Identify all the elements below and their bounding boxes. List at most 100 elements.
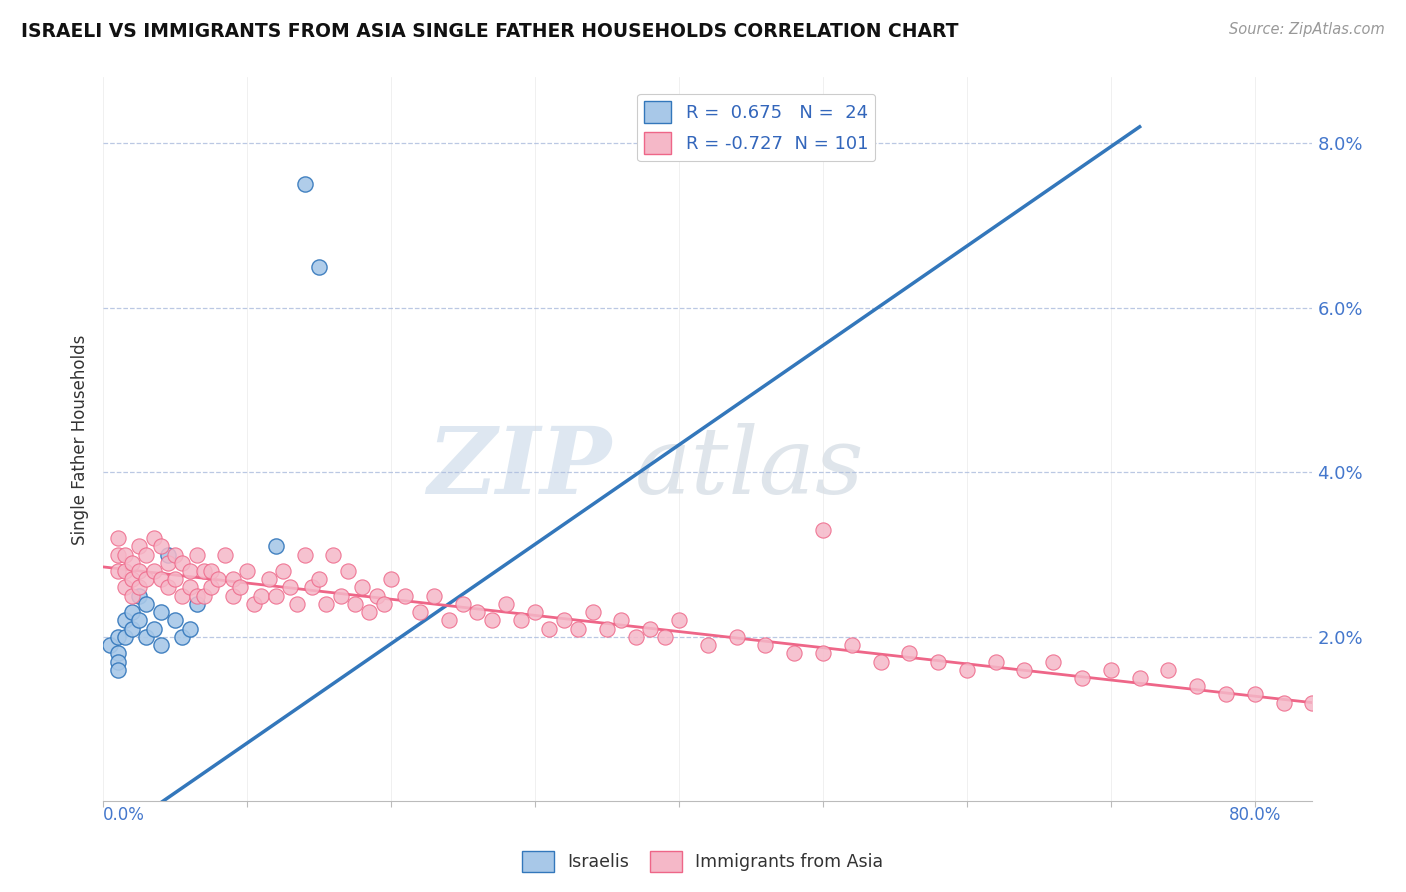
Point [236, 564, 259, 578]
Text: 0.0%: 0.0% [103, 805, 145, 823]
Point [114, 613, 136, 627]
Point [200, 564, 222, 578]
Point [344, 597, 367, 611]
Point [294, 178, 316, 192]
Point [149, 638, 172, 652]
Point [114, 630, 136, 644]
Point [179, 564, 201, 578]
Point [128, 589, 150, 603]
Point [107, 531, 129, 545]
Point [1099, 663, 1122, 677]
Point [467, 605, 489, 619]
Point [121, 589, 143, 603]
Point [811, 523, 834, 537]
Point [172, 556, 194, 570]
Text: Source: ZipAtlas.com: Source: ZipAtlas.com [1229, 22, 1385, 37]
Point [437, 613, 460, 627]
Point [165, 548, 187, 562]
Point [668, 613, 690, 627]
Point [1187, 679, 1209, 693]
Point [172, 589, 194, 603]
Point [149, 605, 172, 619]
Text: ISRAELI VS IMMIGRANTS FROM ASIA SINGLE FATHER HOUSEHOLDS CORRELATION CHART: ISRAELI VS IMMIGRANTS FROM ASIA SINGLE F… [21, 22, 959, 41]
Point [308, 260, 330, 274]
Point [1301, 696, 1323, 710]
Point [956, 663, 979, 677]
Point [142, 531, 165, 545]
Point [869, 655, 891, 669]
Point [264, 539, 287, 553]
Point [322, 548, 344, 562]
Point [696, 638, 718, 652]
Point [278, 581, 301, 595]
Point [172, 630, 194, 644]
Point [1157, 663, 1180, 677]
Text: ZIP: ZIP [427, 424, 612, 514]
Point [451, 597, 474, 611]
Point [221, 589, 243, 603]
Point [409, 605, 432, 619]
Point [128, 539, 150, 553]
Point [149, 539, 172, 553]
Point [538, 622, 561, 636]
Point [165, 572, 187, 586]
Point [186, 597, 208, 611]
Point [1129, 671, 1152, 685]
Point [121, 605, 143, 619]
Y-axis label: Single Father Households: Single Father Households [72, 334, 89, 545]
Point [811, 646, 834, 660]
Point [725, 630, 748, 644]
Point [149, 572, 172, 586]
Point [1071, 671, 1094, 685]
Point [336, 564, 359, 578]
Point [308, 572, 330, 586]
Text: 80.0%: 80.0% [1229, 805, 1281, 823]
Point [142, 564, 165, 578]
Text: atlas: atlas [636, 424, 865, 514]
Point [107, 548, 129, 562]
Point [156, 581, 179, 595]
Point [1272, 696, 1295, 710]
Point [294, 548, 316, 562]
Point [186, 548, 208, 562]
Point [114, 564, 136, 578]
Point [135, 630, 157, 644]
Point [654, 630, 676, 644]
Point [373, 597, 395, 611]
Legend: R =  0.675   N =  24, R = -0.727  N = 101: R = 0.675 N = 24, R = -0.727 N = 101 [637, 94, 876, 161]
Point [1243, 687, 1265, 701]
Point [135, 548, 157, 562]
Point [359, 605, 381, 619]
Point [495, 597, 517, 611]
Point [481, 613, 503, 627]
Point [114, 581, 136, 595]
Point [243, 597, 266, 611]
Point [156, 548, 179, 562]
Point [329, 589, 352, 603]
Point [135, 572, 157, 586]
Point [193, 589, 215, 603]
Point [423, 589, 446, 603]
Point [107, 663, 129, 677]
Point [841, 638, 863, 652]
Point [509, 613, 531, 627]
Point [596, 622, 619, 636]
Point [271, 564, 294, 578]
Point [214, 548, 236, 562]
Point [553, 613, 575, 627]
Point [287, 597, 309, 611]
Point [121, 572, 143, 586]
Point [301, 581, 323, 595]
Point [366, 589, 388, 603]
Point [638, 622, 661, 636]
Point [754, 638, 776, 652]
Point [128, 613, 150, 627]
Point [352, 581, 374, 595]
Point [179, 622, 201, 636]
Point [257, 572, 280, 586]
Point [207, 572, 229, 586]
Point [610, 613, 633, 627]
Point [193, 564, 215, 578]
Point [264, 589, 287, 603]
Point [229, 581, 252, 595]
